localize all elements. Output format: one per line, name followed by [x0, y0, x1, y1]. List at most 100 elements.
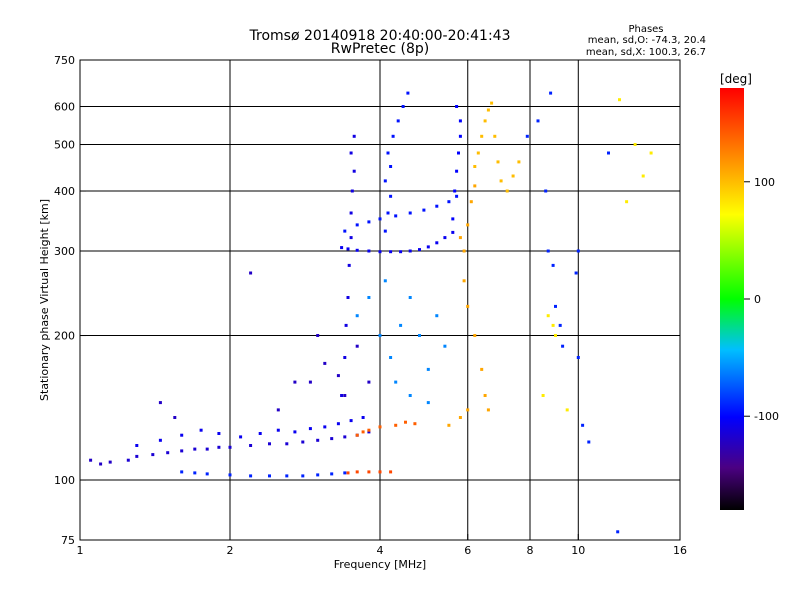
data-point — [249, 271, 253, 275]
data-point — [536, 119, 540, 123]
stats-x-mode: mean, sd,X: 100.3, 26.7 — [586, 47, 706, 58]
data-point — [285, 442, 289, 446]
data-point — [346, 247, 350, 251]
data-point — [418, 334, 421, 337]
data-point — [517, 160, 521, 164]
data-point — [466, 223, 470, 227]
data-point — [352, 169, 356, 173]
data-point — [383, 279, 387, 283]
y-axis-label: Stationary phase Virtual Height [km] — [38, 199, 51, 401]
data-point — [426, 401, 430, 405]
data-point — [389, 470, 393, 474]
data-point — [346, 471, 350, 475]
data-point — [378, 470, 382, 474]
y-tick-label: 400 — [54, 185, 75, 198]
data-point — [349, 419, 353, 423]
data-point — [551, 263, 555, 267]
data-point — [340, 394, 344, 397]
data-point — [378, 250, 382, 254]
data-point — [199, 428, 203, 432]
x-axis-label: Frequency [MHz] — [334, 558, 426, 571]
colorbar-label: [deg] — [720, 72, 752, 86]
chart-title: Tromsø 20140918 20:40:00-20:41:43 — [249, 28, 511, 44]
data-point — [541, 394, 545, 397]
data-point — [378, 217, 382, 221]
data-point — [301, 440, 305, 444]
x-tick-label: 1 — [77, 544, 84, 557]
data-point — [443, 344, 447, 348]
data-point — [323, 425, 327, 429]
data-point — [367, 430, 371, 434]
data-point — [469, 200, 473, 204]
data-point — [451, 230, 455, 234]
data-point — [558, 323, 562, 327]
data-point — [126, 458, 130, 462]
data-point — [394, 423, 398, 427]
data-point — [473, 334, 477, 337]
data-point — [546, 249, 550, 253]
x-tick-label: 4 — [377, 544, 384, 557]
data-point — [466, 304, 470, 308]
data-point — [544, 189, 548, 193]
data-point — [641, 174, 645, 178]
data-point — [217, 432, 221, 435]
data-point — [383, 179, 387, 183]
data-point — [89, 458, 93, 462]
stats-title: Phases — [628, 24, 663, 35]
data-point — [301, 474, 305, 478]
data-point — [435, 314, 439, 318]
data-point — [205, 447, 209, 451]
data-point — [511, 174, 515, 178]
colorbar-tick-label: 0 — [754, 293, 761, 306]
data-point — [158, 438, 162, 442]
data-point — [551, 323, 555, 327]
data-point — [205, 472, 209, 476]
data-point — [367, 470, 371, 474]
data-point — [480, 367, 484, 371]
data-point — [293, 430, 297, 434]
data-point — [355, 470, 359, 474]
data-point — [457, 151, 460, 155]
data-point — [473, 184, 477, 188]
data-point — [336, 374, 340, 378]
data-point — [391, 134, 395, 138]
data-point — [180, 433, 184, 437]
x-tick-label: 6 — [464, 544, 471, 557]
data-point — [574, 271, 578, 275]
data-point — [546, 314, 550, 318]
data-point — [330, 472, 334, 476]
data-point — [166, 451, 170, 455]
data-point — [525, 134, 529, 138]
data-point — [343, 471, 347, 475]
data-point — [367, 428, 371, 432]
data-point — [399, 250, 403, 254]
data-point — [173, 416, 177, 419]
colorbar-ticks: 100 0 -100 — [744, 176, 779, 423]
stats-o-mode: mean, sd,O: -74.3, 20.4 — [588, 35, 706, 46]
data-point — [258, 432, 262, 435]
data-point — [346, 296, 350, 299]
data-point — [135, 454, 139, 458]
data-point — [554, 334, 557, 337]
data-point — [361, 430, 365, 434]
data-point — [268, 474, 271, 478]
data-point — [435, 204, 439, 208]
data-point — [361, 416, 365, 419]
data-point — [180, 449, 184, 453]
data-point — [330, 437, 334, 441]
data-point — [239, 435, 243, 439]
data-point — [486, 408, 490, 412]
y-tick-label: 300 — [54, 245, 75, 258]
data-point — [308, 380, 312, 384]
data-point — [344, 323, 348, 327]
data-point — [367, 220, 371, 224]
data-point — [549, 91, 553, 95]
colorbar-tick-label: 100 — [754, 176, 775, 189]
data-point — [408, 394, 412, 397]
data-point — [367, 296, 371, 299]
data-point — [587, 440, 591, 444]
data-point — [399, 323, 403, 327]
data-point — [496, 160, 500, 164]
data-point — [316, 334, 320, 337]
